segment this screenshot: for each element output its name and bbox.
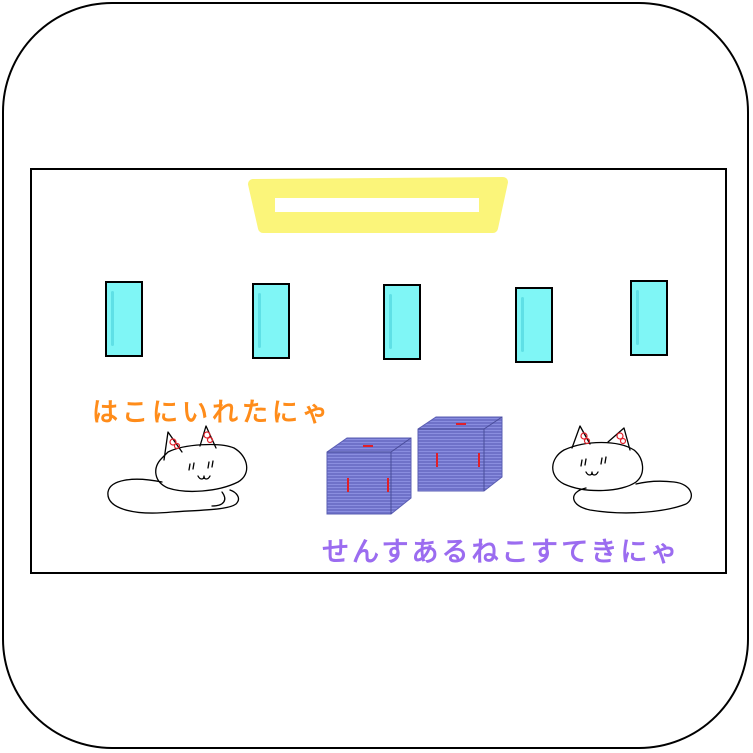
gift-box-left-icon bbox=[326, 437, 412, 515]
card-1 bbox=[105, 281, 143, 357]
card-5 bbox=[630, 280, 668, 356]
caption-bottom: せんすあるねこすてきにゃ bbox=[322, 537, 681, 568]
card-4 bbox=[515, 287, 553, 363]
card-2 bbox=[252, 283, 290, 359]
cat-left-icon bbox=[107, 425, 248, 514]
card-3 bbox=[383, 284, 421, 360]
gift-box-right-icon bbox=[417, 416, 503, 492]
handle-icon bbox=[248, 177, 508, 233]
caption-top: はこにいれたにゃ bbox=[92, 398, 333, 428]
cat-right-icon bbox=[552, 425, 692, 514]
